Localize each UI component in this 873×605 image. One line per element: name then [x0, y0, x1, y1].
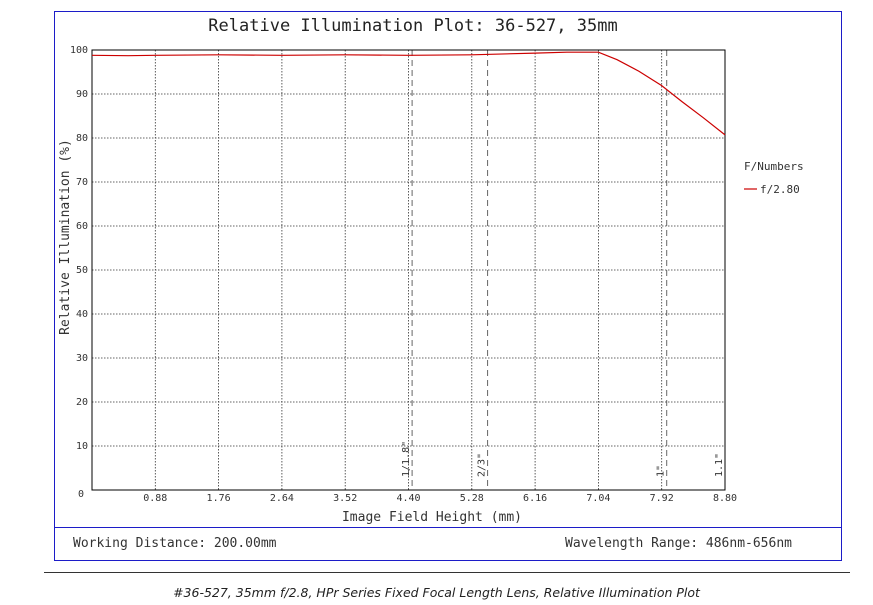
grid-layer: [92, 49, 726, 490]
series-line-f280: [91, 51, 726, 136]
y-tick-label: 80: [76, 133, 88, 144]
sensor-marker-label: 1/1.8": [401, 441, 412, 477]
wavelength-range-text: Wavelength Range: 486nm-656nm: [565, 536, 792, 551]
legend: F/Numbers f/2.80: [744, 160, 804, 196]
caption-divider: [44, 572, 850, 573]
x-tick-label: 5.28: [460, 493, 484, 504]
plot-area-border: [91, 49, 726, 491]
plot-frame: [54, 11, 842, 561]
x-tick-label: 8.80: [713, 493, 737, 504]
working-distance-text: Working Distance: 200.00mm: [73, 536, 277, 551]
series-layer: [91, 51, 726, 136]
x-tick-label: 2.64: [270, 493, 294, 504]
x-tick-label: 7.92: [650, 493, 674, 504]
x-axis-label: Image Field Height (mm): [342, 510, 522, 525]
y-tick-label: 70: [76, 177, 88, 188]
y-tick-label: 50: [76, 265, 88, 276]
sensor-marker-label: 1.1": [714, 453, 725, 477]
y-tick-label: 90: [76, 89, 88, 100]
x-tick-label: 4.40: [396, 493, 420, 504]
sensor-marker-label: 2/3": [477, 453, 488, 477]
y-tick-label: 30: [76, 353, 88, 364]
x-tick-label: 7.04: [586, 493, 610, 504]
legend-title: F/Numbers: [744, 160, 804, 173]
origin-tick-label: 0: [78, 489, 84, 500]
x-tick-label: 6.16: [523, 493, 547, 504]
y-axis-label: Relative Illumination (%): [58, 139, 73, 335]
y-tick-label: 40: [76, 309, 88, 320]
y-tick-label: 20: [76, 397, 88, 408]
figure-caption: #36-527, 35mm f/2.8, HPr Series Fixed Fo…: [173, 585, 700, 600]
legend-label-f280: f/2.80: [760, 183, 800, 196]
chart-title: Relative Illumination Plot: 36-527, 35mm: [208, 16, 617, 36]
y-tick-label: 100: [70, 45, 88, 56]
sensor-marker-label: 1": [656, 465, 667, 477]
x-tick-label: 1.76: [207, 493, 231, 504]
x-tick-label: 3.52: [333, 493, 357, 504]
relative-illumination-chart: Relative Illumination Plot: 36-527, 35mm…: [58, 16, 804, 525]
info-bar: Working Distance: 200.00mm Wavelength Ra…: [54, 527, 842, 561]
x-tick-label: 0.88: [143, 493, 167, 504]
y-tick-label: 10: [76, 441, 88, 452]
tick-label-layer: 0.88 1.76 2.64 3.52 4.40 5.28 6.16 7.04 7.92 8.80…: [70, 45, 737, 504]
y-tick-label: 60: [76, 221, 88, 232]
